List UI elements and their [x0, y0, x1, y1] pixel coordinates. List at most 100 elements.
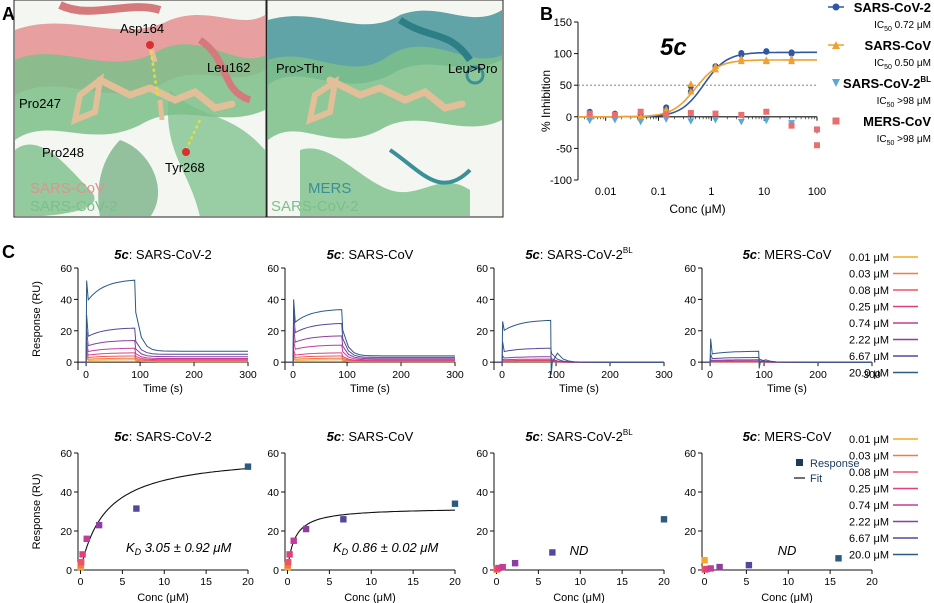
x-tick-label: 200	[392, 369, 410, 381]
inhibition-chart: -100 -50 0 50 100 150 0.01 0.1 1 10 100 5c Conc (μM)…	[539, 17, 826, 216]
legend-marker-sars-cov-2bl	[832, 79, 840, 87]
point-mers-cov	[814, 142, 820, 149]
sensorgram-trace	[79, 354, 248, 363]
panel-title: 5c: SARS-CoV-2BL	[525, 246, 633, 262]
label-leu-pro: Leu>Pro	[448, 61, 498, 76]
conc-legend-label: 2.22 μM	[849, 335, 889, 347]
panel-label-a: A	[2, 4, 15, 24]
kd-annotation: KD 3.05 ± 0.92 μM	[126, 540, 231, 557]
y-tick-label: 0	[482, 357, 488, 369]
nd-annotation: ND	[778, 543, 797, 558]
point-sars-cov	[737, 55, 745, 62]
y-tick-label: 60	[684, 448, 696, 460]
x-tick-label: 200	[185, 369, 203, 381]
y-tick-label: 60	[476, 263, 488, 275]
sensorgram-trace	[495, 319, 664, 375]
legend-title: SARS-CoV-2	[854, 0, 931, 15]
x-axis-label: Conc (μM)	[137, 592, 189, 603]
affinity-point	[660, 516, 668, 523]
conc-legend-label: 2.22 μM	[849, 517, 889, 529]
y-tick-label: 40	[60, 487, 72, 499]
point-sars-cov-2	[763, 48, 770, 55]
affinity-point	[284, 559, 292, 566]
sensorgram-trace	[286, 340, 455, 363]
x-tick-label: 1	[708, 186, 714, 198]
conc-legend-label: 0.01 μM	[849, 434, 889, 446]
panel-label-c: C	[2, 242, 15, 262]
legend-sars-cov: SARS-CoV	[30, 180, 105, 197]
x-tick-label: 100	[808, 186, 826, 198]
x-tick-label: 100	[338, 369, 356, 381]
fit-curve-1	[578, 59, 817, 118]
affinity-point	[499, 563, 506, 571]
point-sars-cov	[687, 80, 695, 87]
concentration-legend-top: 0.01 μM 0.03 μM 0.08 μM 0.25 μM 0.74 μM 2.22 …	[849, 252, 918, 380]
conc-legend-label: 0.03 μM	[849, 451, 889, 463]
y-tick-label: 0	[690, 357, 696, 369]
x-tick-label: 5	[535, 576, 541, 588]
y-tick-label: 60	[60, 263, 72, 275]
affinity-point	[716, 563, 723, 571]
panel-title: 5c: SARS-CoV-2BL	[525, 428, 633, 444]
y-tick-label: 0	[66, 357, 72, 369]
x-tick-label: 10	[365, 576, 377, 588]
y-tick-label: 40	[684, 487, 696, 499]
legend-marker-sars-cov	[832, 41, 840, 49]
conc-legend-label: 0.08 μM	[849, 467, 889, 479]
x-axis-label: Time (s)	[559, 383, 599, 395]
x-tick-label: 15	[824, 576, 836, 588]
fit-curve-0	[578, 51, 817, 118]
x-tick-label: 10	[782, 576, 794, 588]
x-tick-label: 100	[755, 369, 773, 381]
x-tick-label: 100	[131, 369, 149, 381]
x-tick-label: 5	[743, 576, 749, 588]
y-tick-label: 150	[554, 17, 572, 29]
x-tick-label: 20	[449, 576, 461, 588]
sensorgram-trace	[79, 352, 248, 363]
legend-sars-cov-2-right: SARS-CoV-2	[271, 198, 359, 215]
x-tick-label: 0	[290, 369, 296, 381]
affinity-point	[745, 561, 753, 569]
sensorgram-trace	[79, 347, 248, 363]
y-tick-label: 40	[476, 294, 488, 306]
x-tick-label: 0	[78, 576, 84, 588]
panel-title: 5c: SARS-CoV	[327, 429, 414, 444]
conc-legend-label: 6.67 μM	[849, 533, 889, 545]
sensorgram-trace	[79, 279, 248, 363]
panel-label-b: B	[540, 4, 553, 24]
y-tick-label: 0	[66, 565, 72, 577]
structure-right: Pro>Thr Leu>Pro MERS SARS-CoV-2	[266, 0, 504, 218]
conc-legend-label: 0.25 μM	[849, 302, 889, 314]
sensorgram-trace	[286, 299, 455, 363]
y-tick-label: 60	[267, 448, 279, 460]
panel-title: 5c: SARS-CoV	[327, 247, 414, 262]
legend-title: SARS-CoV	[865, 38, 932, 53]
x-tick-label: 15	[616, 576, 628, 588]
point-mers-cov	[687, 110, 694, 117]
conc-legend-label: 20.0 μM	[849, 550, 889, 562]
x-axis-label: Time (s)	[143, 383, 183, 395]
point-sars-cov	[762, 56, 770, 63]
conc-legend-label: 0.25 μM	[849, 484, 889, 496]
panel-title: 5c: MERS-CoV	[743, 247, 832, 262]
point-sars-cov-2bl	[586, 117, 594, 125]
x-axis-label: Conc (μM)	[553, 592, 605, 603]
legend-sars-cov-2: SARS-CoV-2	[30, 198, 118, 215]
point-mers-cov	[763, 108, 770, 115]
x-tick-label: 300	[446, 369, 464, 381]
x-tick-label: 0	[83, 369, 89, 381]
inhibition-legend: SARS-CoV-2 IC50 0.72 μM SARS-CoV IC50 0.50 …	[828, 0, 931, 147]
point-sars-cov-2bl	[687, 118, 695, 125]
affinity-point	[495, 564, 502, 572]
conc-legend-label: 20.0 μM	[849, 368, 889, 380]
panel-title: 5c: MERS-CoV	[743, 429, 832, 444]
x-tick-label: 0	[707, 369, 713, 381]
x-tick-label: 300	[863, 369, 881, 381]
affinity-point	[511, 559, 519, 567]
affinity-point	[95, 521, 103, 529]
affinity-point	[703, 565, 710, 573]
point-sars-cov-2	[738, 49, 745, 56]
conc-legend-label: 0.08 μM	[849, 285, 889, 297]
sensorgram-trace	[79, 330, 248, 363]
